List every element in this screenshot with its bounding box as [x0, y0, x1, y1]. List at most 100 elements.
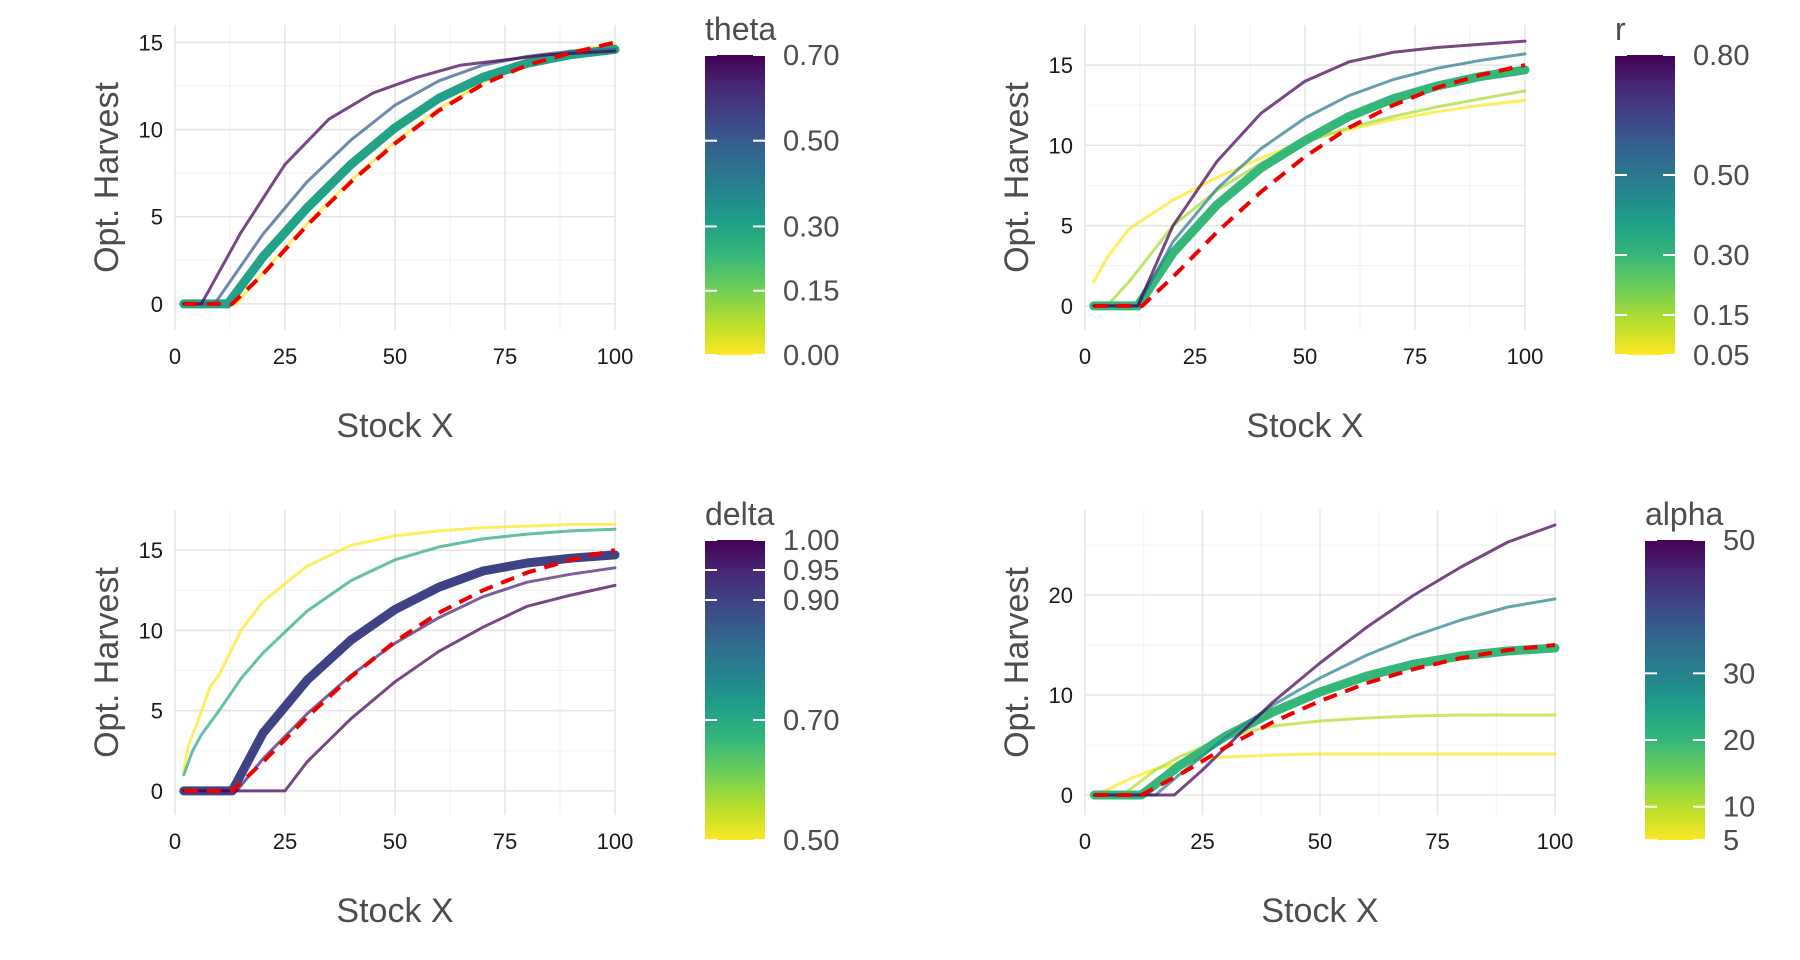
panel4-x-tick-label: 100: [1537, 829, 1574, 854]
panel4-x-tick-label: 50: [1308, 829, 1332, 854]
panel1-series-line-4: [182, 49, 617, 306]
panel3-series-line-2: [182, 527, 617, 777]
panel4-legend-label: 20: [1723, 725, 1755, 757]
panel2-x-tick-label: 25: [1183, 344, 1207, 369]
panel1: 0 25 50 75 100 0 5 10 15 Stock X Opt. Harvest theta…: [88, 11, 839, 445]
panel2-x-tick-label: 50: [1293, 344, 1317, 369]
panel3: 0 25 50 75 100 0 5 10 15 Stock X Opt. Harvest delta…: [88, 496, 839, 930]
panel2-x-axis-title: Stock X: [1246, 407, 1363, 445]
panel1-legend-label: 0.70: [783, 40, 839, 72]
panel4-y-tick-label: 0: [1061, 783, 1073, 808]
panel2-y-tick-label: 0: [1061, 294, 1073, 319]
panel2-y-axis-title: Opt. Harvest: [998, 82, 1036, 273]
panel2-reference-line: [1093, 63, 1526, 308]
panel1-x-tick-label: 0: [169, 344, 181, 369]
panel1-legend-label: 0.50: [783, 126, 839, 158]
panel3-legend-label: 0.95: [783, 555, 839, 587]
panel2-legend-label: 0.30: [1693, 240, 1749, 272]
panel1-colorbar: [705, 55, 765, 355]
panel2-series-line-1: [1092, 98, 1527, 284]
panel3-legend-label: 0.90: [783, 585, 839, 617]
panel1-legend-label: 0.00: [783, 340, 839, 372]
panel2-legend-label: 0.80: [1693, 40, 1749, 72]
panel4-series-line-4: [1092, 597, 1557, 797]
panel4-colorbar: [1645, 540, 1705, 840]
panel3-colorbar: [705, 540, 765, 840]
panel4-x-tick-label: 0: [1079, 829, 1091, 854]
panel3-reference-line: [183, 548, 616, 793]
panel1-y-tick-label: 0: [151, 292, 163, 317]
panel2-series-line-5: [1092, 39, 1527, 308]
panel2-x-tick-label: 0: [1079, 344, 1091, 369]
panel3-x-tick-label: 25: [273, 829, 297, 854]
panel1-legend-label: 0.30: [783, 211, 839, 243]
panel1-series-line-3: [182, 47, 617, 306]
panel4-x-tick-label: 25: [1190, 829, 1214, 854]
panel2-y-tick-label: 5: [1061, 214, 1073, 239]
panel2-series-line-4: [1092, 52, 1527, 308]
panel4-series-line-3: [1089, 643, 1560, 800]
panel3-y-tick-label: 0: [151, 779, 163, 804]
panel4-series-line-5: [1092, 523, 1557, 797]
panel2-x-tick-label: 100: [1507, 344, 1544, 369]
panel2-legend-label: 0.05: [1693, 340, 1749, 372]
panel3-x-axis-title: Stock X: [336, 892, 453, 930]
panel2-colorbar: [1615, 55, 1675, 355]
panel3-series-line-1: [182, 522, 617, 774]
panel4-legend-label: 30: [1723, 658, 1755, 690]
panel3-legend-label: 0.50: [783, 825, 839, 857]
panel3-y-axis-title: Opt. Harvest: [88, 567, 126, 758]
panel4-legend-title: alpha: [1645, 496, 1724, 532]
panel3-y-tick-label: 15: [139, 538, 163, 563]
panel3-series-line-3: [179, 550, 620, 796]
panel2-legend-title: r: [1615, 11, 1626, 47]
panel2-y-tick-label: 15: [1049, 53, 1073, 78]
panel1-x-axis-title: Stock X: [336, 407, 453, 445]
panel1-series-line-2: [179, 44, 620, 309]
panel3-series-line-5: [182, 583, 617, 793]
panel2-series-line-3: [1089, 65, 1530, 311]
panel4-series-line-1: [1092, 752, 1557, 797]
panel4-legend-label: 50: [1723, 525, 1755, 557]
panel4-x-tick-label: 75: [1425, 829, 1449, 854]
panel4-y-axis-title: Opt. Harvest: [998, 567, 1036, 758]
panel1-y-tick-label: 15: [139, 30, 163, 55]
panel3-y-tick-label: 10: [139, 618, 163, 643]
panel4-series-line-2: [1092, 713, 1557, 797]
panel1-x-tick-label: 100: [597, 344, 634, 369]
panel4-reference-line: [1094, 643, 1556, 797]
panel3-x-tick-label: 75: [493, 829, 517, 854]
panel1-legend-label: 0.15: [783, 276, 839, 308]
panel3-x-tick-label: 0: [169, 829, 181, 854]
panel2-legend: r 0.80 0.50 0.30 0.15 0.05: [1615, 11, 1749, 372]
panel2-plot-area: [1089, 39, 1530, 311]
panel1-plot-area: [179, 40, 620, 309]
panel1-y-tick-label: 10: [139, 118, 163, 143]
panel1-y-axis-title: Opt. Harvest: [88, 82, 126, 273]
panel4-legend-label: 5: [1723, 825, 1739, 857]
panel1-x-tick-label: 75: [493, 344, 517, 369]
panel3-legend-label: 1.00: [783, 525, 839, 557]
panel4-y-tick-label: 20: [1049, 583, 1073, 608]
panel1-x-tick-label: 25: [273, 344, 297, 369]
panel2-x-tick-label: 75: [1403, 344, 1427, 369]
panel4-y-tick-label: 10: [1049, 683, 1073, 708]
panel3-x-tick-label: 100: [597, 829, 634, 854]
panel2-legend-label: 0.15: [1693, 300, 1749, 332]
panel1-y-tick-label: 5: [151, 205, 163, 230]
panel2-y-tick-label: 10: [1049, 133, 1073, 158]
panel2-legend-label: 0.50: [1693, 160, 1749, 192]
panel1-x-tick-label: 50: [383, 344, 407, 369]
panel1-legend-title: theta: [705, 11, 776, 47]
panel4-legend-label: 10: [1723, 792, 1755, 824]
panel4-x-axis-title: Stock X: [1261, 892, 1378, 930]
panel3-x-tick-label: 50: [383, 829, 407, 854]
panel3-y-tick-label: 5: [151, 699, 163, 724]
panel4-plot-area: [1089, 523, 1560, 800]
panel1-reference-line: [183, 40, 616, 306]
